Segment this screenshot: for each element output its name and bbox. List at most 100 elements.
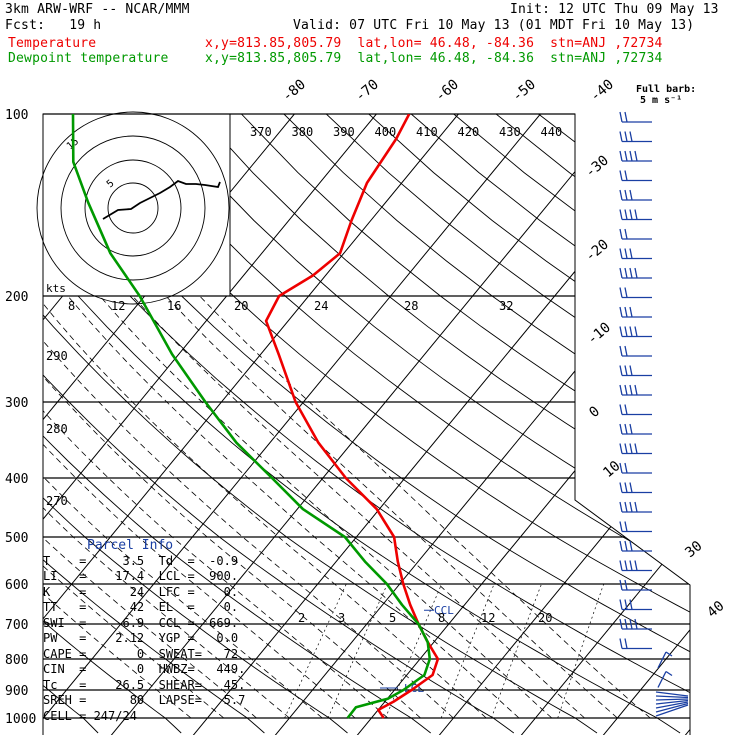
isotherm-label: 10 — [600, 458, 623, 481]
wind-barb-flag — [630, 385, 632, 395]
parcel-row: K = 24 LFC = 0. — [43, 585, 227, 601]
parcel-row: CAPE = 0 SWEAT= 72 — [43, 647, 227, 663]
parcel-row: PW = 2.12 YGP = 0.0 — [43, 631, 227, 647]
parcel-row: Tc = 26.5 SHEAR= 45. — [43, 678, 227, 694]
wind-barb — [620, 307, 652, 317]
temperature-legend: Temperature — [8, 36, 96, 51]
wind-barb-flag — [620, 288, 622, 298]
wind-barb-flag — [620, 229, 622, 239]
wind-barb — [620, 405, 652, 415]
isotherm-line — [683, 114, 740, 738]
wind-barb-staff — [656, 692, 688, 696]
ccl-label: CCL — [434, 604, 454, 617]
wind-barb-flag — [625, 288, 627, 298]
wind-barb-flag — [620, 346, 622, 356]
wind-barb-flag — [625, 385, 627, 395]
isotherm-label: -40 — [587, 77, 617, 106]
wind-barb-flag — [630, 483, 632, 493]
wind-barb-flag — [620, 522, 622, 532]
dry-adiabat-line — [369, 114, 740, 733]
dry-adiabat-line — [199, 114, 740, 733]
wind-barb-flag — [625, 639, 627, 649]
dewpoint-legend: Dewpoint temperature — [8, 51, 169, 66]
mixing-ratio-label: 24 — [314, 299, 328, 313]
wind-barb-flag — [625, 190, 627, 200]
wind-barb-flag — [635, 502, 637, 512]
isotherm-line — [273, 114, 740, 738]
theta-label: 370 — [250, 125, 272, 139]
wind-barb — [620, 288, 652, 298]
wind-barb-flag — [630, 249, 632, 259]
isotherm-line — [0, 114, 48, 738]
wind-barb-flag — [625, 229, 627, 239]
wind-barb-flag — [625, 424, 627, 434]
wind-barb-flag — [620, 444, 622, 454]
wind-barb-flag — [625, 444, 627, 454]
wind-barb — [620, 366, 652, 376]
surface-barb-cluster — [656, 692, 688, 716]
pressure-label-900: 900 — [5, 684, 28, 699]
wind-barb-flag — [635, 210, 637, 220]
mixing-ratio-label: 3 — [338, 611, 345, 625]
wind-barb-flag — [620, 541, 622, 551]
isotherm-line — [437, 114, 740, 738]
dry-adiabat-line — [411, 114, 740, 733]
theta-label: 390 — [333, 125, 355, 139]
wind-barb-flag — [625, 112, 627, 122]
dry-adiabat-line — [581, 114, 740, 733]
wind-barb — [620, 229, 652, 239]
wind-barb-flag — [620, 424, 622, 434]
parcel-info-title: Parcel Info — [87, 538, 227, 554]
mixing-ratio-label: 32 — [499, 299, 513, 313]
dewpoint-location-info: x,y=813.85,805.79 lat,lon= 46.48, -84.36… — [205, 51, 663, 66]
dry-adiabat-line — [157, 114, 740, 733]
wind-barb — [620, 132, 652, 142]
wind-barb-flag — [620, 327, 622, 337]
wind-barb-flag — [625, 502, 627, 512]
mixing-ratio-label: 12 — [111, 299, 125, 313]
mixing-ratio-line — [558, 584, 604, 718]
wind-barb-flag — [620, 483, 622, 493]
theta-label: 420 — [458, 125, 480, 139]
theta-label: 410 — [416, 125, 438, 139]
mixing-ratio-line — [492, 584, 542, 718]
wind-barb-flag — [620, 639, 622, 649]
pressure-label-500: 500 — [5, 531, 28, 546]
barb-legend-unit: 5 m s⁻¹ — [640, 95, 682, 106]
wind-barb-flag — [620, 366, 622, 376]
wind-barb-flag — [625, 268, 627, 278]
isotherm-label: -20 — [582, 237, 612, 266]
wind-barb — [620, 151, 652, 161]
wind-barb-flag — [620, 600, 622, 610]
wind-barb-flag — [625, 463, 627, 473]
wind-barb-flag — [625, 522, 627, 532]
wind-barb — [620, 561, 652, 571]
hodograph-unit-label: kts — [46, 282, 66, 295]
isotherm-label: -70 — [352, 77, 382, 106]
wind-barb-staff — [656, 696, 688, 698]
wind-barb-flag — [630, 268, 632, 278]
wind-barb-flag — [620, 385, 622, 395]
wind-barb-flag — [630, 444, 632, 454]
parcel-row: T = 3.5 Td = -0.9 — [43, 554, 227, 570]
wind-barb — [620, 171, 652, 181]
wind-barb — [620, 541, 652, 551]
wind-barb-flag — [620, 210, 622, 220]
isotherm-label: -30 — [582, 153, 612, 182]
pressure-label-600: 600 — [5, 578, 28, 593]
wind-barb-staff — [656, 699, 688, 700]
parcel-row: TT = 42 EL = 0. — [43, 600, 227, 616]
wind-barb-flag — [620, 112, 622, 122]
wind-barb-flag — [635, 561, 637, 571]
wind-barb-flag — [635, 327, 637, 337]
wind-barb — [620, 249, 652, 259]
wind-barb-flag — [620, 405, 622, 415]
isotherm-line — [519, 114, 740, 738]
wind-barb-flag — [625, 171, 627, 181]
mixing-ratio-label: 5 — [389, 611, 396, 625]
wind-barb-flag — [630, 307, 632, 317]
mixing-ratio-label: 16 — [167, 299, 181, 313]
wind-barb-flag — [635, 151, 637, 161]
theta-label: 270 — [46, 494, 68, 508]
wind-barb-flag — [625, 405, 627, 415]
